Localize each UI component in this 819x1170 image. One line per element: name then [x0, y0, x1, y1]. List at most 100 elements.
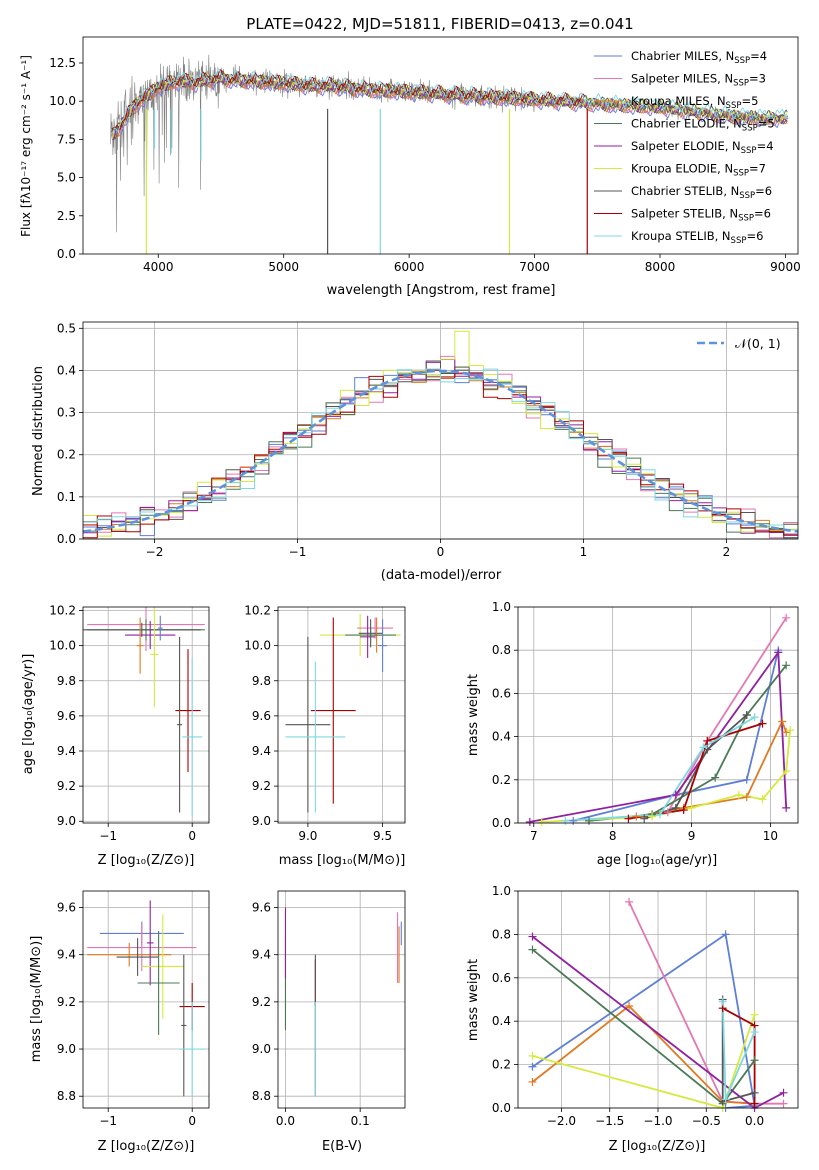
- mass-vs-ebv-panel: 0.0 0.1 8.8 9.0 9.2 9.4 9.6: [252, 890, 406, 1128]
- marker-chabrier-elodie: [528, 945, 537, 954]
- y-tick-label: 9.2: [57, 779, 76, 793]
- x-tick-label: 1: [580, 545, 588, 559]
- line-chabrier-elodie: [531, 948, 756, 1105]
- axes-frame: [82, 890, 210, 1109]
- legend-label-salpeter-stelib: Salpeter STELIB, NSSP=6: [631, 207, 771, 224]
- y-tick-label: 9.6: [57, 901, 76, 915]
- y-tick-label: 8.8: [57, 1089, 76, 1103]
- marker-chabrier-stelib: [671, 803, 680, 812]
- x-tick-label: 9: [688, 829, 696, 843]
- massweight-vs-Z-panel: −2.0 −1.5 −1.0 −0.5 0.0 0.0 0.2 0.4 0.6 0.8 1.0: [492, 884, 799, 1128]
- massweight-vs-age-xlabel: age [log₁₀(age/yr)]: [597, 853, 718, 868]
- axes-frame: [82, 321, 799, 540]
- y-tick-label: 0.8: [492, 643, 511, 657]
- y-tick-label: 9.0: [57, 1042, 76, 1056]
- y-tick-label: 10.2: [49, 604, 76, 618]
- spectrum-panel: 4000 5000 6000 7000 8000 9000 0.0 2.5 5.0 7.5 10.0…: [49, 36, 801, 274]
- mass-vs-Z-panel: −1 0 8.8 9.0 9.2 9.4 9.6: [57, 890, 210, 1128]
- line-kroupa-stelib: [565, 716, 756, 822]
- marker-chabrier-elodie: [711, 773, 720, 782]
- massweight-vs-age-ylabel: mass weight: [466, 674, 481, 756]
- grid: [83, 891, 209, 1108]
- y-tick-label: 9.0: [252, 814, 271, 828]
- y-tick-label: 0.2: [492, 1058, 511, 1072]
- y-tick-label: 9.4: [252, 744, 271, 758]
- marker-kroupa-stelib: [699, 743, 708, 752]
- legend-label-kroupa-stelib: Kroupa STELIB, NSSP=6: [631, 229, 763, 246]
- marker-kroupa-stelib: [718, 997, 727, 1006]
- axes-frame: [517, 606, 799, 824]
- x-tick-label: −2.0: [547, 1114, 576, 1128]
- marker-salpeter-stelib: [703, 736, 712, 745]
- marker-kroupa-elodie: [648, 812, 657, 821]
- age-vs-Z-xlabel: Z [log₁₀(Z/Z⊙)]: [98, 853, 195, 868]
- mass-vs-Z-ylabel: mass [log₁₀(M/M⊙)]: [29, 936, 44, 1063]
- histogram-chabrier-stelib: [83, 360, 798, 539]
- grid: [278, 891, 405, 1108]
- line-chabrier-miles: [531, 932, 756, 1108]
- y-tick-label: 9.6: [57, 709, 76, 723]
- plot-area: [83, 330, 798, 539]
- marker-salpeter-stelib: [758, 719, 767, 728]
- plot-area: [285, 614, 401, 813]
- axes-frame: [277, 606, 406, 824]
- marker-salpeter-elodie: [779, 1088, 788, 1097]
- y-tick-label: 0.4: [492, 1014, 511, 1028]
- y-tick-label: 10.0: [244, 639, 271, 653]
- y-tick-label: 0.1: [57, 490, 76, 504]
- line-salpeter-elodie: [529, 649, 788, 823]
- y-tick-label: 12.5: [49, 56, 76, 70]
- line-kroupa-elodie: [541, 730, 791, 823]
- y-tick-label: 9.4: [57, 744, 76, 758]
- y-tick-label: 0.0: [492, 1101, 511, 1115]
- marker-kroupa-miles: [742, 793, 751, 802]
- y-tick-label: 9.2: [252, 779, 271, 793]
- y-tick-label: 9.6: [252, 709, 271, 723]
- x-tick-label: 2: [723, 545, 731, 559]
- x-tick-label: 6000: [394, 260, 425, 274]
- marker-kroupa-stelib: [655, 810, 664, 819]
- x-tick-label: 0: [188, 829, 196, 843]
- marker-kroupa-stelib: [721, 1095, 730, 1104]
- marker-kroupa-stelib: [750, 1028, 759, 1037]
- x-tick-label: 0: [188, 1114, 196, 1128]
- legend-label-chabrier-miles: Chabrier MILES, NSSP=4: [631, 49, 767, 66]
- y-tick-label: 9.2: [252, 995, 271, 1009]
- marker-kroupa-elodie: [750, 1010, 759, 1019]
- x-tick-label: 8: [609, 829, 617, 843]
- legend-label-gaussian: 𝒩(0, 1): [735, 336, 781, 351]
- marker-salpeter-elodie: [774, 648, 783, 657]
- x-tick-label: 7: [530, 829, 538, 843]
- legend-label-salpeter-miles: Salpeter MILES, NSSP=3: [631, 72, 766, 89]
- plot-area: [284, 907, 402, 1097]
- spectrum-ylabel: Flux [fλ10⁻¹⁷ erg cm⁻² s⁻¹ A⁻¹]: [19, 55, 33, 237]
- y-tick-label: 0.4: [492, 730, 511, 744]
- y-tick-label: 9.6: [252, 901, 271, 915]
- model-kroupa-stelib: [111, 68, 788, 133]
- marker-salpeter-stelib: [624, 814, 633, 823]
- spectrum-title: PLATE=0422, MJD=51811, FIBERID=0413, z=0…: [246, 15, 633, 33]
- y-tick-label: 0.2: [57, 448, 76, 462]
- x-tick-label: −1: [289, 545, 307, 559]
- grid: [518, 606, 798, 824]
- model-salpeter-elodie: [111, 73, 788, 141]
- histogram-kroupa-stelib: [83, 368, 798, 531]
- marker-kroupa-miles: [625, 1002, 634, 1011]
- plot-area: [110, 54, 789, 254]
- x-tick-label: 0.0: [276, 1114, 295, 1128]
- y-tick-label: 0.6: [492, 971, 511, 985]
- marker-chabrier-stelib: [742, 711, 751, 719]
- x-tick-label: 8000: [645, 260, 676, 274]
- y-tick-label: 1.0: [492, 884, 511, 898]
- age-vs-mass-xlabel: mass [log₁₀(M/M⊙)]: [279, 853, 406, 868]
- marker-kroupa-elodie: [687, 803, 696, 812]
- x-tick-label: 9000: [770, 260, 801, 274]
- x-tick-label: 5000: [268, 260, 299, 274]
- marker-salpeter-miles: [663, 808, 672, 817]
- line-salpeter-miles: [667, 617, 787, 813]
- x-tick-label: −0.5: [692, 1114, 721, 1128]
- residuals-xlabel: (data-model)/error: [381, 568, 502, 583]
- plot-area: [83, 607, 205, 816]
- y-tick-label: 0.6: [492, 686, 511, 700]
- x-tick-label: −1: [99, 829, 117, 843]
